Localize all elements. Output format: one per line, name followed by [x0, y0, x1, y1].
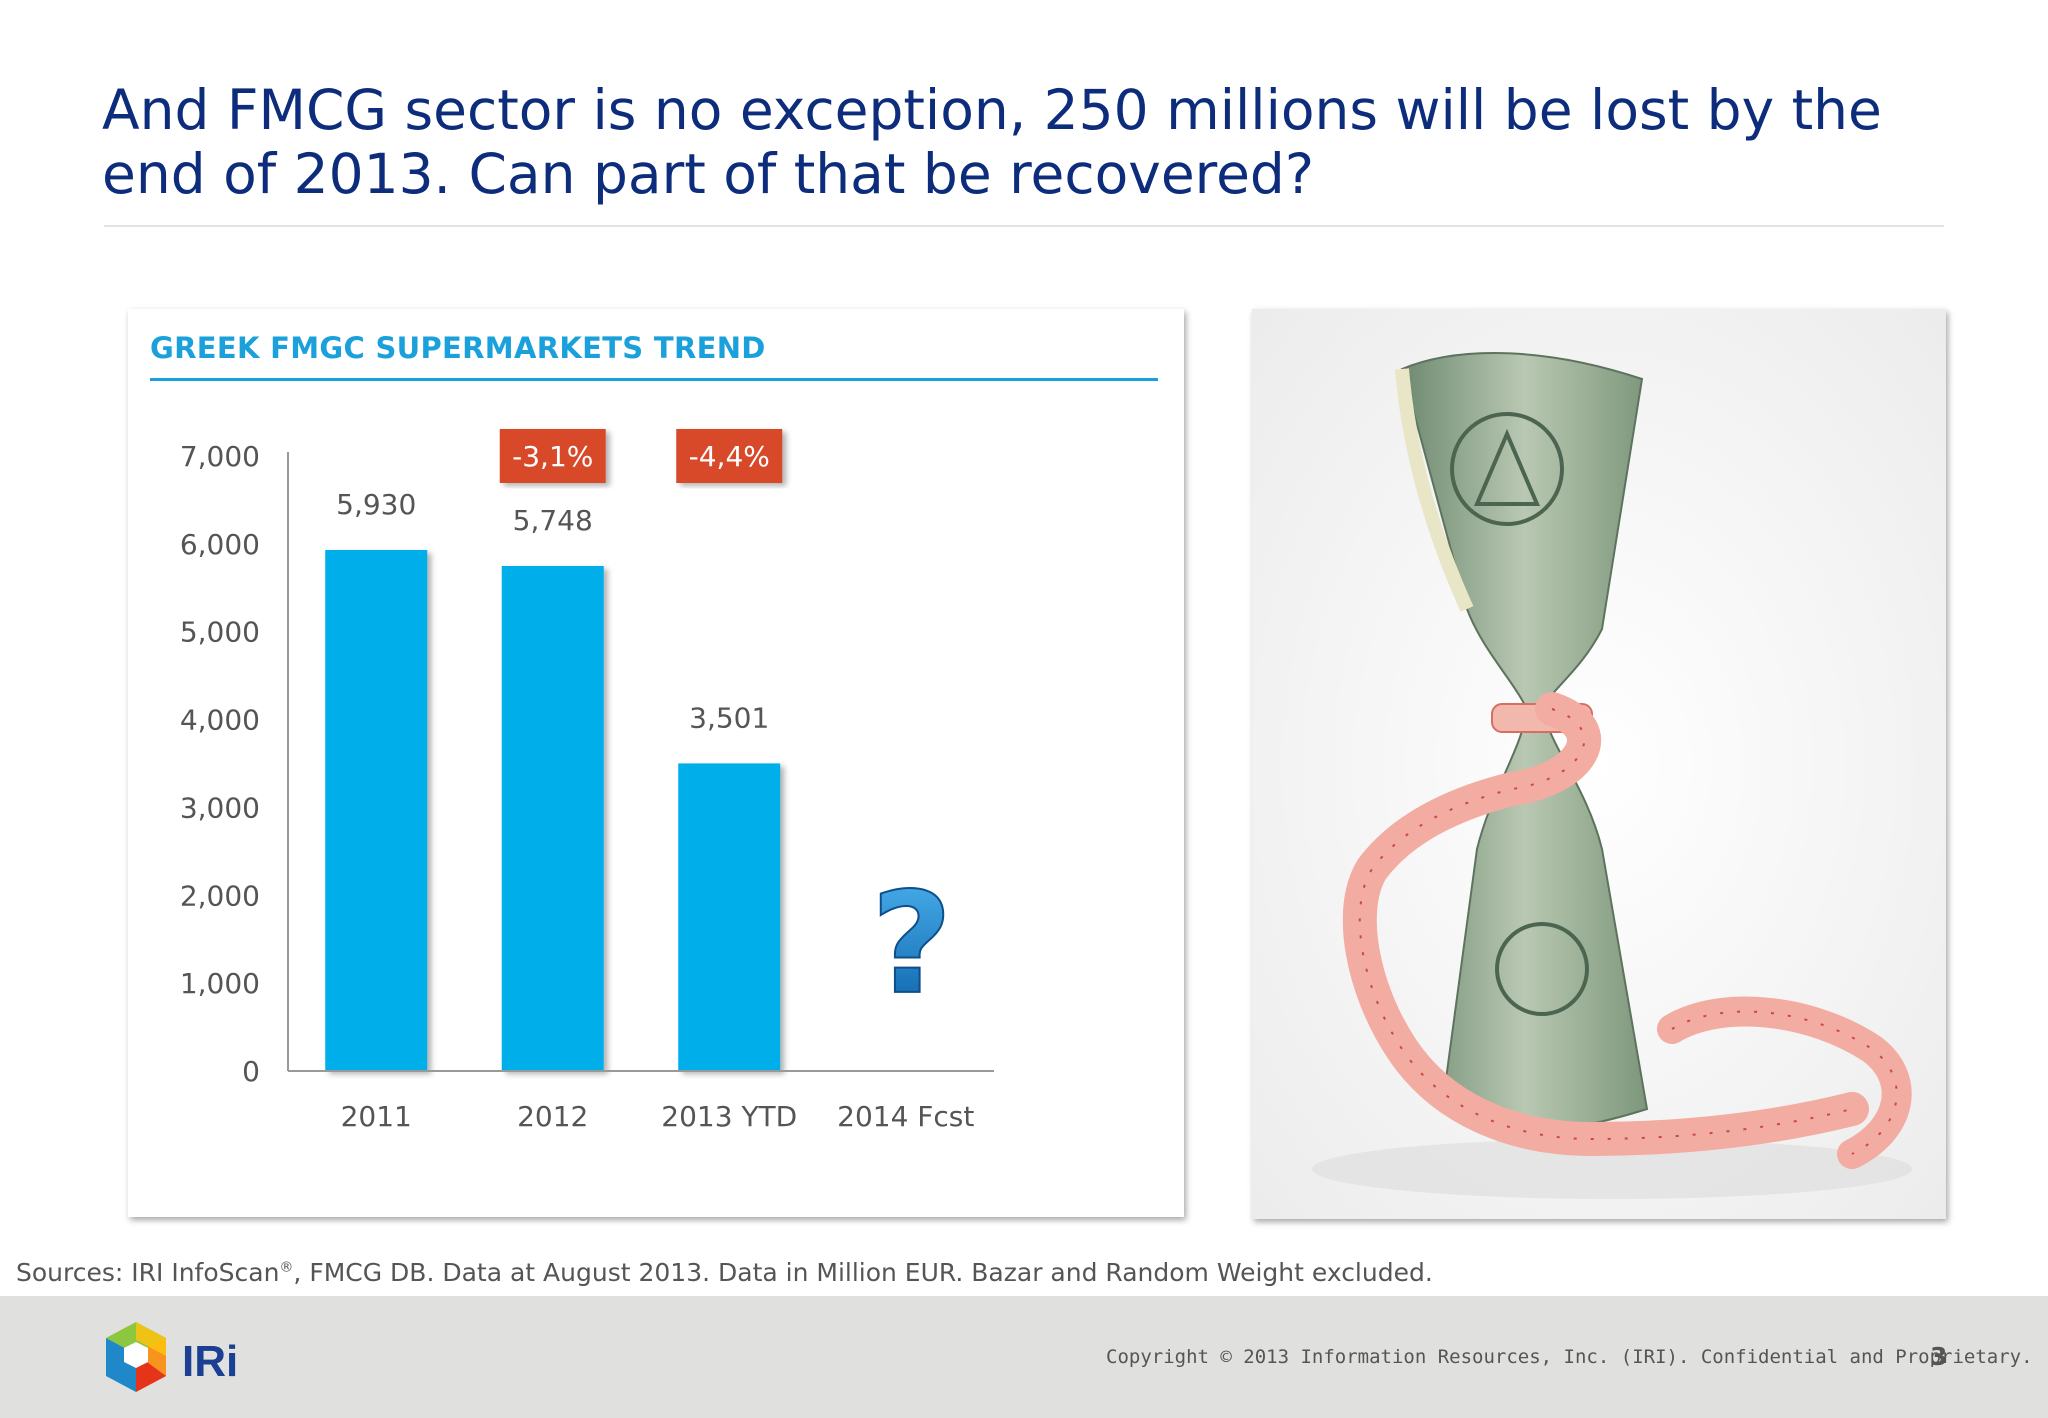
bar-chart: 0 1,000 2,000 3,000 4,000 5,000 6,000 7,000 5,93…	[180, 429, 994, 1133]
footer-bar: IRi Copyright © 2013 Information Resourc…	[0, 1296, 2048, 1418]
data-label: 5,748	[513, 504, 593, 537]
y-tick-label: 7,000	[180, 440, 260, 473]
y-tick-label: 6,000	[180, 528, 260, 561]
chart-panel: GREEK FMGC SUPERMARKETS TREND 0 1,000 2,00…	[128, 309, 1184, 1217]
change-badge-label: -4,4%	[689, 440, 770, 473]
x-tick-label: 2014 Fcst	[837, 1100, 974, 1133]
photo-illustration	[1252, 309, 1946, 1219]
x-tick-label: 2012	[517, 1100, 588, 1133]
y-tick-label: 5,000	[180, 616, 260, 649]
copyright-text: Copyright © 2013 Information Resources, …	[1106, 1346, 2033, 1368]
change-badge	[499, 429, 606, 483]
logo-wordmark: IRi	[182, 1337, 238, 1386]
slide-title: And FMCG sector is no exception, 250 mil…	[102, 78, 1882, 206]
chart-title: GREEK FMGC SUPERMARKETS TREND	[150, 331, 766, 365]
bar-2013-ytd	[678, 763, 781, 1071]
bar-2012	[501, 565, 604, 1071]
sources-note: Sources: IRI InfoScan®, FMCG DB. Data at…	[16, 1258, 1433, 1287]
data-label: 5,930	[336, 488, 416, 521]
x-tick-label: 2011	[341, 1100, 412, 1133]
chart-title-underline	[150, 378, 1158, 381]
change-badge	[676, 429, 783, 483]
bar-2011	[325, 550, 428, 1071]
y-tick-label: 4,000	[180, 704, 260, 737]
page-number: 3	[1930, 1342, 1948, 1371]
y-tick-label: 3,000	[180, 791, 260, 824]
forecast-question-mark: ?	[871, 863, 952, 1026]
iri-logo: IRi	[102, 1318, 262, 1402]
y-tick-label: 0	[242, 1055, 260, 1088]
y-tick-label: 2,000	[180, 879, 260, 912]
change-badge-label: -3,1%	[512, 440, 593, 473]
y-tick-label: 1,000	[180, 967, 260, 1000]
x-tick-label: 2013 YTD	[661, 1100, 797, 1133]
measuring-tape-dollar-photo	[1252, 309, 1946, 1219]
title-divider	[104, 225, 1944, 227]
data-label: 3,501	[689, 701, 769, 734]
